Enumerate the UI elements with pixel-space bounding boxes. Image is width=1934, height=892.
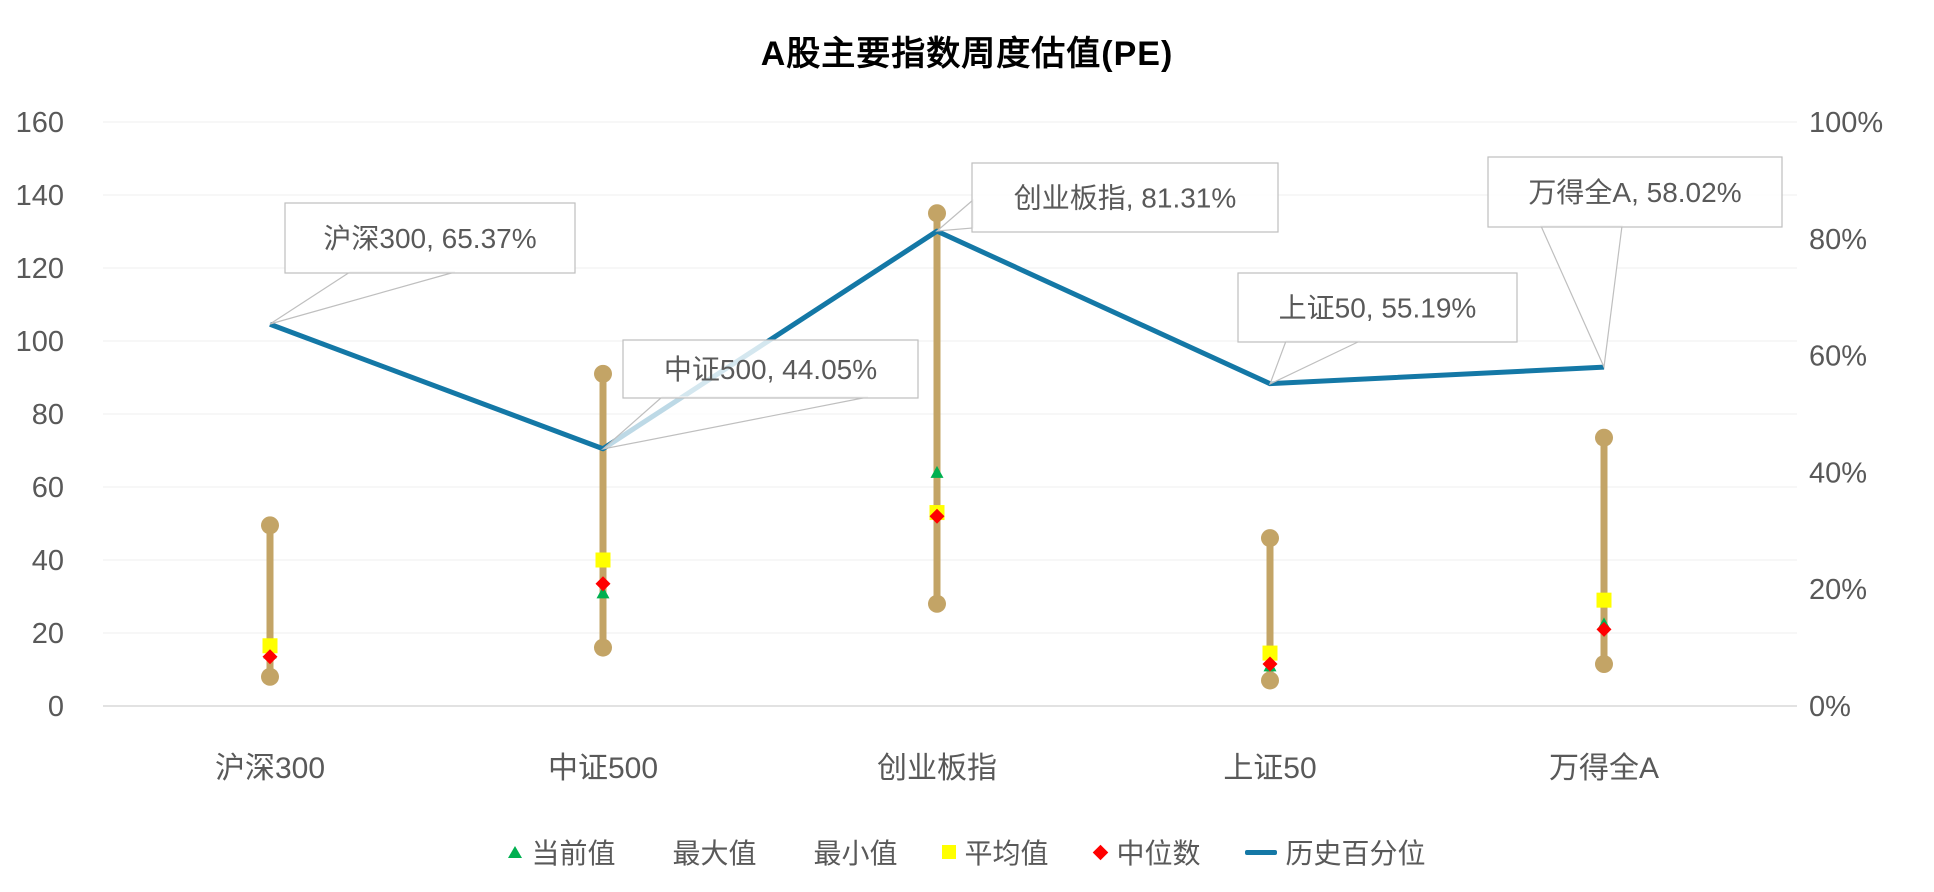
right-axis-tick: 40% — [1809, 457, 1867, 489]
min-value-cap — [261, 667, 279, 686]
min-value-cap — [928, 594, 946, 613]
data-label-text: 沪深300, 65.37% — [323, 223, 536, 254]
data-label-callout-box — [971, 162, 1279, 233]
right-axis-tick: 80% — [1809, 224, 1867, 256]
category-label: 创业板指 — [877, 752, 997, 785]
callout-leader — [600, 396, 869, 451]
min-value-cap — [594, 638, 612, 657]
median-value-marker — [262, 649, 278, 665]
right-axis-tick: 100% — [1809, 107, 1883, 139]
current-value-marker — [596, 586, 610, 599]
legend-item-min-value: 最小值 — [800, 832, 897, 872]
left-axis-tick: 20 — [32, 618, 64, 650]
chart-legend: 当前值 最大值 最小值 平均值 中位数 历史百分位 — [0, 832, 1934, 872]
left-axis-tick: 80 — [32, 399, 64, 431]
red-diamond-icon — [1092, 844, 1108, 860]
chart-title: A股主要指数周度估值(PE) — [760, 35, 1174, 73]
left-axis-tick: 40 — [32, 545, 64, 577]
max-value-cap — [261, 516, 279, 535]
data-label-text: 中证500, 44.05% — [664, 354, 877, 385]
legend-item-average-value: 平均值 — [941, 832, 1049, 872]
max-value-cap — [1595, 428, 1613, 447]
data-label-text: 上证50, 55.19% — [1279, 293, 1477, 324]
left-axis-tick: 160 — [16, 107, 64, 139]
right-axis-tick: 0% — [1809, 691, 1851, 723]
category-label: 上证50 — [1223, 752, 1316, 785]
average-value-marker — [595, 552, 611, 568]
median-value-marker — [595, 576, 611, 592]
min-value-cap — [1261, 671, 1279, 690]
legend-label: 最大值 — [672, 838, 757, 869]
legend-item-median-value: 中位数 — [1092, 832, 1201, 872]
median-value-marker — [1262, 656, 1278, 672]
right-axis-tick: 60% — [1809, 341, 1867, 373]
category-label: 万得全A — [1549, 752, 1659, 785]
data-label-callout-box — [284, 202, 576, 274]
max-value-cap — [928, 204, 946, 223]
max-value-cap — [594, 364, 612, 383]
median-value-marker — [1596, 621, 1612, 637]
left-axis-tick: 60 — [32, 472, 64, 504]
legend-label: 历史百分位 — [1285, 838, 1426, 869]
data-label-callout-box — [622, 339, 919, 399]
average-value-marker — [1262, 645, 1278, 661]
callout-leader — [269, 271, 456, 325]
green-triangle-icon — [508, 846, 523, 858]
blank-marker-icon — [659, 846, 663, 858]
category-label: 中证500 — [548, 752, 658, 785]
legend-item-historical-percentile: 历史百分位 — [1244, 832, 1426, 872]
left-axis-tick: 0 — [48, 691, 64, 723]
legend-label: 平均值 — [964, 838, 1049, 869]
legend-label: 中位数 — [1116, 838, 1201, 869]
left-axis-tick: 120 — [16, 253, 64, 285]
callout-leader — [1540, 225, 1623, 370]
legend-label: 当前值 — [531, 838, 616, 869]
right-axis-tick: 20% — [1809, 574, 1867, 606]
data-label-text: 万得全A, 58.02% — [1528, 177, 1741, 208]
data-label-text: 创业板指, 81.31% — [1014, 183, 1237, 214]
left-axis-tick: 140 — [16, 180, 64, 212]
legend-label: 最小值 — [813, 838, 898, 869]
median-value-marker — [929, 508, 945, 524]
data-label-callout-box — [1237, 272, 1518, 343]
blue-line-icon — [1244, 849, 1277, 855]
yellow-square-icon — [941, 845, 956, 859]
legend-item-max-value: 最大值 — [659, 832, 756, 872]
left-axis-tick: 100 — [16, 326, 64, 358]
max-value-cap — [1261, 529, 1279, 548]
legend-item-current-value: 当前值 — [508, 832, 615, 872]
average-value-marker — [262, 638, 278, 654]
current-value-marker — [930, 465, 944, 478]
min-value-cap — [1595, 655, 1613, 674]
data-label-callout-box — [1487, 156, 1783, 228]
category-label: 沪深300 — [215, 752, 325, 785]
blank-marker-icon — [800, 846, 804, 858]
average-value-marker — [1596, 592, 1612, 608]
